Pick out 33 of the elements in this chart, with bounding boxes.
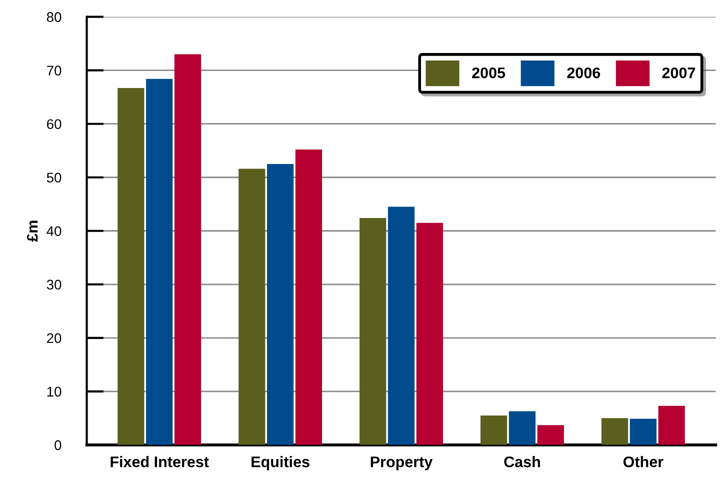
y-tick-label: 10 <box>47 386 62 397</box>
y-tick-label: 80 <box>46 12 62 22</box>
y-axis-title: £m <box>26 220 38 242</box>
legend-label: 2007 <box>662 67 696 78</box>
bar <box>174 54 202 445</box>
x-tick-label: Fixed Interest <box>110 456 209 468</box>
bar <box>295 150 322 445</box>
y-tick-label: 40 <box>46 226 62 236</box>
bar <box>480 415 508 445</box>
x-tick-label: Equities <box>252 456 310 470</box>
bar <box>266 164 294 445</box>
y-tick-label: 70 <box>47 66 62 76</box>
y-tick-label: 30 <box>46 280 62 290</box>
bar <box>508 411 536 445</box>
bar <box>630 418 656 445</box>
legend-label: 2005 <box>472 67 506 78</box>
legend-label: 2006 <box>567 67 600 78</box>
y-tick-label: 20 <box>47 333 62 344</box>
x-tick-label: Other <box>623 456 664 468</box>
bar <box>537 425 564 445</box>
y-tick-label: 50 <box>46 172 62 183</box>
x-tick-label: Cash <box>504 456 540 468</box>
y-tick-label: 0 <box>54 440 62 450</box>
bar <box>658 406 685 445</box>
bar <box>601 418 628 445</box>
y-tick-label: 60 <box>47 119 62 130</box>
bar <box>118 88 144 445</box>
bar <box>238 168 266 445</box>
bar <box>416 222 443 445</box>
bar <box>146 78 173 445</box>
x-tick-label: Property <box>370 456 433 470</box>
bar <box>388 206 415 445</box>
bar <box>360 218 386 445</box>
